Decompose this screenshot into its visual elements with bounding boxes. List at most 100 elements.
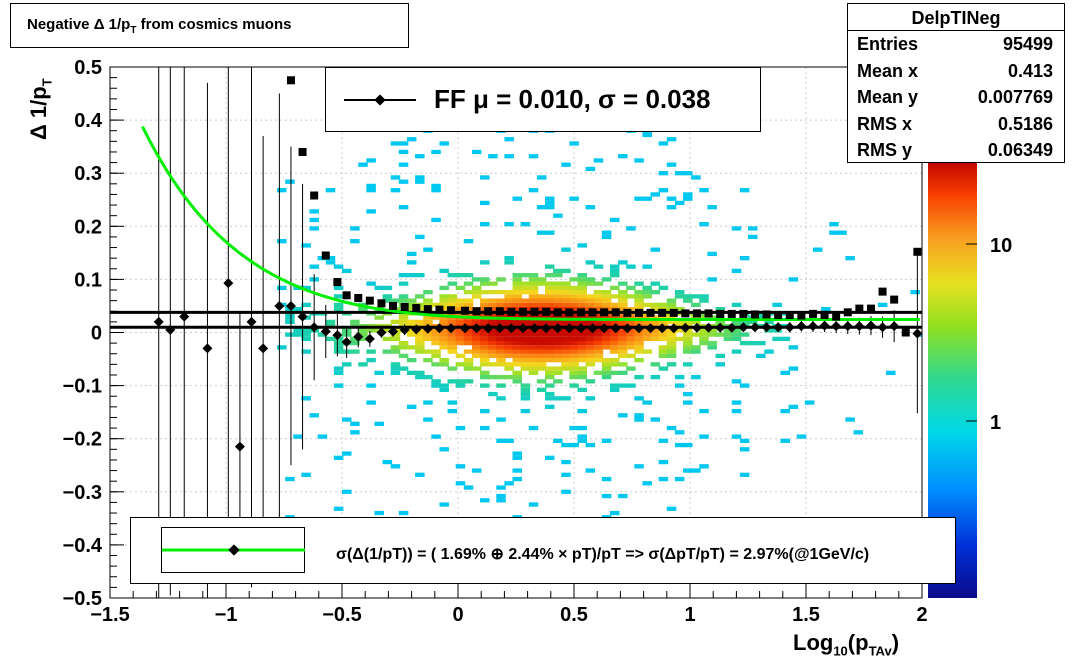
xlabel-sub1: 10: [833, 643, 848, 659]
heatmap-bin: [309, 413, 320, 418]
heatmap-bin: [666, 332, 677, 337]
heatmap-bin: [634, 345, 644, 350]
heatmap-bin: [626, 366, 636, 371]
heatmap-bin: [634, 332, 644, 337]
heatmap-bin: [480, 425, 490, 431]
x-tick-label: 1.5: [792, 604, 820, 626]
heatmap-bin: [658, 302, 669, 308]
heatmap-bin: [634, 294, 644, 299]
heatmap-bin: [398, 340, 409, 346]
heatmap-bin: [601, 357, 612, 363]
heatmap-bin: [455, 273, 466, 278]
heatmap-bin: [480, 260, 490, 265]
mean-marker: [179, 311, 190, 322]
heatmap-bin: [415, 179, 425, 184]
heatmap-bin: [609, 370, 620, 376]
heatmap-bin: [463, 336, 474, 342]
heatmap-bin: [618, 289, 628, 295]
heatmap-bin: [569, 353, 579, 359]
heatmap-bin: [431, 336, 441, 342]
heatmap-bin: [512, 451, 523, 456]
x-tick-label: 1: [684, 604, 695, 626]
heatmap-bin: [561, 332, 571, 337]
heatmap-bin: [366, 188, 376, 193]
heatmap-bin: [666, 302, 677, 308]
heatmap-bin: [780, 370, 790, 376]
heatmap-bin: [739, 438, 750, 443]
heatmap-bin: [520, 391, 531, 397]
mean-marker: [446, 323, 457, 334]
heatmap-bin: [545, 345, 555, 350]
heatmap-bin: [626, 328, 636, 333]
heatmap-bin: [609, 340, 620, 346]
heatmap-bin: [877, 302, 888, 308]
heatmap-bin: [528, 357, 539, 363]
heatmap-bin: [569, 298, 579, 303]
heatmap-bin: [528, 319, 539, 325]
heatmap-bin: [398, 273, 409, 278]
heatmap-bin: [504, 332, 514, 337]
mean-marker: [680, 322, 691, 333]
heatmap-bin: [569, 302, 579, 308]
heatmap-bin: [471, 289, 482, 295]
heatmap-bin: [634, 319, 644, 325]
x-tick-label: 0.5: [560, 604, 588, 626]
heatmap-bin: [593, 357, 604, 363]
heatmap-bin: [333, 302, 344, 308]
heatmap-bin: [707, 340, 717, 346]
heatmap-bin: [301, 336, 311, 342]
heatmap-bin: [553, 396, 563, 401]
heatmap-bin: [504, 294, 514, 299]
heatmap-bin: [301, 285, 311, 291]
heatmap-bin: [358, 362, 368, 367]
mean-marker: [223, 278, 234, 289]
mean-marker: [376, 327, 387, 338]
heatmap-bin: [374, 370, 384, 376]
heatmap-bin: [650, 289, 661, 295]
heatmap-bin: [593, 289, 604, 295]
heatmap-bin: [398, 162, 409, 167]
heatmap-bin: [528, 289, 539, 295]
heatmap-bin: [447, 319, 458, 325]
heatmap-bin: [666, 315, 677, 320]
heatmap-bin: [528, 294, 539, 299]
heatmap-bin: [626, 315, 636, 320]
heatmap-bin: [431, 217, 441, 223]
heatmap-bin: [545, 396, 555, 401]
heatmap-bin: [772, 302, 782, 308]
heatmap-bin: [707, 277, 717, 282]
heatmap-bin: [634, 413, 644, 418]
heatmap-bin: [431, 353, 441, 359]
heatmap-bin: [609, 315, 620, 320]
heatmap-bin: [553, 332, 563, 337]
rms-marker: [389, 301, 398, 310]
heatmap-bin: [415, 175, 425, 180]
heatmap-bin: [512, 332, 523, 337]
stats-box: DelpTINeg Entries 95499 Mean x 0.413 Mean …: [847, 3, 1065, 163]
heatmap-bin: [504, 362, 514, 367]
heatmap-bin: [601, 493, 612, 499]
heatmap-bin: [642, 328, 652, 333]
heatmap-bin: [609, 302, 620, 308]
heatmap-bin: [447, 408, 458, 414]
y-tick-label: −0.4: [63, 535, 103, 557]
heatmap-bin: [585, 294, 596, 299]
heatmap-bin: [553, 438, 563, 443]
mean-marker: [807, 321, 818, 332]
rms-marker: [507, 307, 516, 316]
heatmap-bin: [642, 289, 652, 295]
heatmap-bin: [463, 298, 474, 303]
heatmap-bin: [528, 298, 539, 303]
heatmap-bin: [545, 332, 555, 337]
mean-marker: [471, 323, 482, 334]
heatmap-bin: [536, 306, 547, 312]
heatmap-bin: [512, 357, 523, 363]
heatmap-bin: [439, 328, 449, 333]
heatmap-bin: [609, 264, 620, 269]
heatmap-bin: [431, 434, 441, 439]
heatmap-bin: [593, 281, 604, 286]
heatmap-bin: [447, 332, 458, 337]
heatmap-bin: [536, 281, 547, 286]
heatmap-bin: [545, 357, 555, 363]
heatmap-bin: [406, 319, 417, 325]
